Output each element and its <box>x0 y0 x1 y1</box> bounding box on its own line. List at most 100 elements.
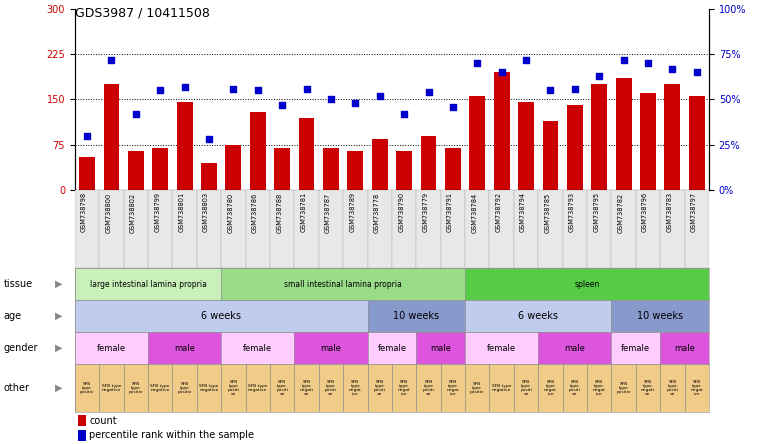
Bar <box>319 190 343 268</box>
Bar <box>587 364 611 412</box>
Bar <box>539 332 611 364</box>
Point <box>228 85 240 92</box>
Text: GSM738788: GSM738788 <box>276 192 282 233</box>
Text: 6 weeks: 6 weeks <box>518 311 558 321</box>
Text: SFB
type
negat
ive: SFB type negat ive <box>593 380 606 396</box>
Bar <box>591 84 607 190</box>
Bar <box>75 300 367 332</box>
Bar <box>685 190 709 268</box>
Point <box>105 56 118 63</box>
Text: small intestinal lamina propria: small intestinal lamina propria <box>284 280 402 289</box>
Bar <box>201 163 217 190</box>
Text: SFB
type
positi
ve: SFB type positi ve <box>277 380 288 396</box>
Bar <box>685 364 709 412</box>
Text: SFB type
negative: SFB type negative <box>492 384 511 392</box>
Bar <box>99 364 124 412</box>
Bar <box>372 139 387 190</box>
Bar <box>562 364 587 412</box>
Text: SFB
type
positiv: SFB type positiv <box>617 382 631 394</box>
Text: count: count <box>89 416 117 426</box>
Bar <box>518 103 534 190</box>
Text: SFB type
negative: SFB type negative <box>102 384 121 392</box>
Bar <box>490 364 514 412</box>
Text: SFB
type
negat
ive: SFB type negat ive <box>691 380 703 396</box>
Text: SFB type
negative: SFB type negative <box>248 384 267 392</box>
Bar <box>222 332 294 364</box>
Text: SFB
type
positi
ve: SFB type positi ve <box>422 380 435 396</box>
Text: GSM738800: GSM738800 <box>105 192 112 233</box>
Bar <box>99 190 124 268</box>
Bar <box>367 364 392 412</box>
Bar <box>421 136 436 190</box>
Text: 10 weeks: 10 weeks <box>393 311 439 321</box>
Text: GSM738794: GSM738794 <box>520 192 526 233</box>
Text: GSM738783: GSM738783 <box>666 192 672 233</box>
Point <box>179 83 191 90</box>
Point <box>154 87 167 94</box>
Bar <box>441 364 465 412</box>
Point <box>447 103 459 110</box>
Bar <box>225 145 241 190</box>
Text: other: other <box>4 383 30 393</box>
Bar <box>636 364 660 412</box>
Bar <box>514 190 539 268</box>
Bar <box>465 190 490 268</box>
Bar <box>465 268 709 300</box>
Bar <box>222 268 465 300</box>
Bar <box>611 364 636 412</box>
Text: GSM738790: GSM738790 <box>398 192 404 233</box>
Bar <box>416 190 441 268</box>
Text: spleen: spleen <box>575 280 600 289</box>
Text: SFB type
negative: SFB type negative <box>199 384 219 392</box>
Text: ▶: ▶ <box>55 343 63 353</box>
Text: SFB
type
negat
ive: SFB type negat ive <box>398 380 410 396</box>
Bar <box>416 332 465 364</box>
Bar <box>392 190 416 268</box>
Bar <box>79 157 95 190</box>
Point <box>520 56 533 63</box>
Text: GSM738778: GSM738778 <box>374 192 380 233</box>
Text: male: male <box>321 344 342 353</box>
Bar <box>367 300 465 332</box>
Text: SFB
type
positi
ve: SFB type positi ve <box>374 380 386 396</box>
Bar <box>562 190 587 268</box>
Bar <box>148 364 173 412</box>
Bar <box>660 190 685 268</box>
Text: gender: gender <box>4 343 38 353</box>
Text: SFB
type
negati
ve: SFB type negati ve <box>641 380 655 396</box>
Bar <box>348 151 363 190</box>
Bar <box>124 190 148 268</box>
Text: female: female <box>487 344 516 353</box>
Point <box>203 136 215 143</box>
Point <box>666 65 678 72</box>
Bar <box>445 148 461 190</box>
Bar <box>299 118 315 190</box>
Bar <box>367 332 416 364</box>
Point <box>398 111 410 118</box>
Bar <box>343 190 367 268</box>
Bar <box>469 96 485 190</box>
Text: percentile rank within the sample: percentile rank within the sample <box>89 430 254 440</box>
Bar <box>636 190 660 268</box>
Bar <box>222 364 245 412</box>
Text: male: male <box>565 344 585 353</box>
Bar <box>587 190 611 268</box>
Bar <box>539 190 562 268</box>
Text: GSM738796: GSM738796 <box>642 192 648 233</box>
Bar <box>176 103 193 190</box>
Bar <box>128 151 144 190</box>
Text: male: male <box>174 344 195 353</box>
Bar <box>539 364 562 412</box>
Text: GSM738792: GSM738792 <box>496 192 502 233</box>
Text: SFB
type
positi
ve: SFB type positi ve <box>520 380 532 396</box>
Bar <box>660 364 685 412</box>
Text: tissue: tissue <box>4 279 33 289</box>
Bar <box>75 364 99 412</box>
Bar <box>494 72 510 190</box>
Bar <box>660 332 709 364</box>
Text: SFB
type
negat
ive: SFB type negat ive <box>446 380 459 396</box>
Text: GSM738795: GSM738795 <box>593 192 599 233</box>
Text: GSM738791: GSM738791 <box>447 192 453 232</box>
Text: SFB
type
positiv: SFB type positiv <box>177 382 192 394</box>
Point <box>422 89 435 96</box>
